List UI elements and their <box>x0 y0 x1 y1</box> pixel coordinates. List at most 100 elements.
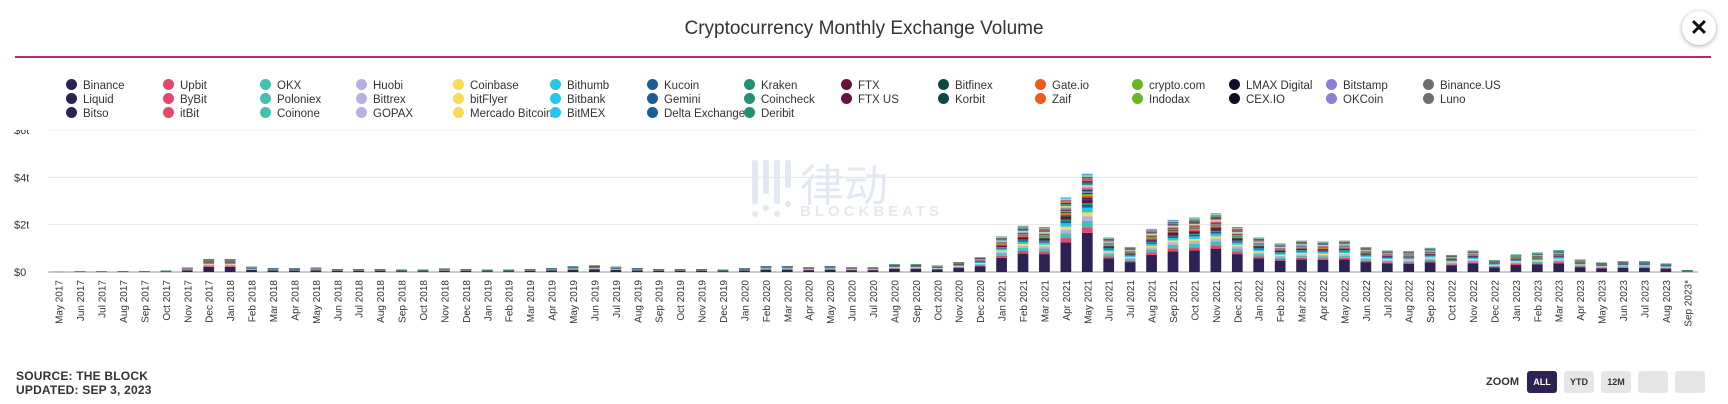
bar-stack-jul-2023[interactable] <box>1639 261 1650 272</box>
legend-item-crypto-com[interactable]: crypto.com <box>1132 79 1205 94</box>
bar-stack-oct-2017[interactable] <box>160 270 172 272</box>
bar-stack-aug-2020[interactable] <box>889 264 900 272</box>
legend-item-gemini[interactable]: Gemini <box>647 93 700 108</box>
bar-stack-mar-2022[interactable] <box>1296 240 1307 272</box>
bar-stack-jan-2023[interactable] <box>1510 254 1522 272</box>
bar-stack-dec-2017[interactable] <box>203 258 215 272</box>
legend-item-indodax[interactable]: Indodax <box>1132 93 1190 108</box>
bar-stack-feb-2022[interactable] <box>1274 243 1286 272</box>
bar-stack-nov-2019[interactable] <box>696 269 707 272</box>
zoom-extra-button-1[interactable] <box>1638 371 1668 393</box>
legend-item-okx[interactable]: OKX <box>260 79 301 94</box>
bar-stack-oct-2018[interactable] <box>417 269 429 272</box>
bar-stack-dec-2018[interactable] <box>460 269 472 272</box>
bar-stack-nov-2020[interactable] <box>953 262 965 272</box>
bar-stack-jul-2020[interactable] <box>867 267 879 272</box>
bar-stack-apr-2021[interactable] <box>1060 197 1072 272</box>
bar-stack-dec-2022[interactable] <box>1489 260 1500 272</box>
bar-stack-sep-2023[interactable] <box>1681 270 1693 272</box>
legend-item-coinbase[interactable]: Coinbase <box>453 79 519 94</box>
legend-item-bitfinex[interactable]: Bitfinex <box>938 79 993 94</box>
bar-stack-oct-2022[interactable] <box>1446 254 1457 272</box>
bar-stack-oct-2021[interactable] <box>1189 217 1200 272</box>
legend-item-korbit[interactable]: Korbit <box>938 93 985 108</box>
bar-stack-dec-2021[interactable] <box>1231 227 1243 272</box>
bar-stack-jan-2018[interactable] <box>224 258 236 272</box>
bar-stack-jan-2019[interactable] <box>481 269 493 272</box>
bar-stack-dec-2019[interactable] <box>717 269 729 272</box>
bar-stack-mar-2019[interactable] <box>524 269 536 272</box>
legend-item-bitmex[interactable]: BitMEX <box>550 107 605 122</box>
legend-item-upbit[interactable]: Upbit <box>163 79 207 94</box>
bar-stack-jul-2021[interactable] <box>1124 247 1136 272</box>
legend-item-mercado-bitcoin[interactable]: Mercado Bitcoin <box>453 107 552 122</box>
bar-stack-jan-2022[interactable] <box>1253 237 1265 272</box>
legend-item-binance[interactable]: Binance <box>66 79 125 94</box>
legend-item-bybit[interactable]: ByBit <box>163 93 207 108</box>
bar-stack-feb-2018[interactable] <box>246 266 257 272</box>
bar-stack-jun-2023[interactable] <box>1617 261 1629 272</box>
bar-stack-oct-2019[interactable] <box>674 269 686 272</box>
legend-item-okcoin[interactable]: OKCoin <box>1326 93 1383 108</box>
bar-stack-apr-2018[interactable] <box>289 268 300 272</box>
bar-stack-feb-2019[interactable] <box>503 269 515 272</box>
bar-stack-nov-2017[interactable] <box>181 267 193 272</box>
legend-item-kucoin[interactable]: Kucoin <box>647 79 699 94</box>
zoom-all-button[interactable]: ALL <box>1527 371 1557 393</box>
legend-item-ftx-us[interactable]: FTX US <box>841 93 899 108</box>
bar-stack-jun-2017[interactable] <box>74 271 86 273</box>
bar-stack-jan-2020[interactable] <box>739 268 750 272</box>
legend-item-gopax[interactable]: GOPAX <box>356 107 413 122</box>
legend-item-ftx[interactable]: FTX <box>841 79 880 94</box>
legend-item-deribit[interactable]: Deribit <box>744 107 794 122</box>
legend-item-bithumb[interactable]: Bithumb <box>550 79 609 94</box>
bar-stack-mar-2021[interactable] <box>1039 227 1050 272</box>
bar-stack-may-2022[interactable] <box>1339 240 1350 272</box>
zoom-ytd-button[interactable]: YTD <box>1564 371 1594 393</box>
bar-stack-jun-2018[interactable] <box>331 269 343 272</box>
bar-stack-feb-2023[interactable] <box>1531 252 1543 272</box>
bar-stack-sep-2022[interactable] <box>1424 247 1436 272</box>
bar-stack-aug-2022[interactable] <box>1403 251 1415 272</box>
bar-stack-may-2020[interactable] <box>824 266 836 272</box>
legend-item-bitso[interactable]: Bitso <box>66 107 109 122</box>
bar-stack-jun-2021[interactable] <box>1103 237 1115 272</box>
bar-stack-sep-2018[interactable] <box>396 269 407 272</box>
legend-item-binance-us[interactable]: Binance.US <box>1423 79 1501 94</box>
zoom-extra-button-2[interactable] <box>1675 371 1705 393</box>
bar-stack-jul-2018[interactable] <box>353 269 365 272</box>
bar-stack-nov-2022[interactable] <box>1467 250 1479 272</box>
bar-stack-sep-2017[interactable] <box>139 271 150 272</box>
legend-item-luno[interactable]: Luno <box>1423 93 1466 108</box>
bar-stack-apr-2023[interactable] <box>1574 259 1586 272</box>
bar-stack-mar-2018[interactable] <box>267 267 279 272</box>
bar-stack-aug-2019[interactable] <box>631 267 643 272</box>
bar-stack-jul-2017[interactable] <box>96 271 107 273</box>
bar-stack-oct-2020[interactable] <box>931 265 943 272</box>
legend-item-bitstamp[interactable]: Bitstamp <box>1326 79 1388 94</box>
bar-stack-mar-2023[interactable] <box>1553 250 1565 272</box>
bar-stack-sep-2020[interactable] <box>910 264 922 272</box>
close-icon[interactable]: ✕ <box>1682 11 1716 45</box>
bar-stack-jan-2021[interactable] <box>996 236 1007 273</box>
legend-item-delta-exchange[interactable]: Delta Exchange <box>647 107 745 122</box>
bar-stack-aug-2021[interactable] <box>1146 228 1157 272</box>
bar-stack-nov-2021[interactable] <box>1210 213 1222 272</box>
bar-stack-dec-2020[interactable] <box>974 257 986 272</box>
bar-stack-apr-2022[interactable] <box>1317 241 1329 272</box>
bar-stack-may-2018[interactable] <box>310 267 322 272</box>
bar-stack-nov-2018[interactable] <box>439 268 450 272</box>
bar-stack-may-2023[interactable] <box>1596 262 1607 272</box>
bar-stack-aug-2017[interactable] <box>117 271 129 272</box>
legend-item-itbit[interactable]: itBit <box>163 107 199 122</box>
bar-stack-feb-2021[interactable] <box>1017 225 1029 272</box>
legend-item-liquid[interactable]: Liquid <box>66 93 114 108</box>
legend-item-coincheck[interactable]: Coincheck <box>744 93 815 108</box>
legend-item-cex-io[interactable]: CEX.IO <box>1229 93 1285 108</box>
legend-item-coinone[interactable]: Coinone <box>260 107 320 122</box>
legend-item-lmax-digital[interactable]: LMAX Digital <box>1229 79 1312 94</box>
legend-item-poloniex[interactable]: Poloniex <box>260 93 321 108</box>
bar-stack-may-2017[interactable] <box>53 271 65 273</box>
bar-stack-apr-2019[interactable] <box>546 267 557 272</box>
legend-item-kraken[interactable]: Kraken <box>744 79 797 94</box>
